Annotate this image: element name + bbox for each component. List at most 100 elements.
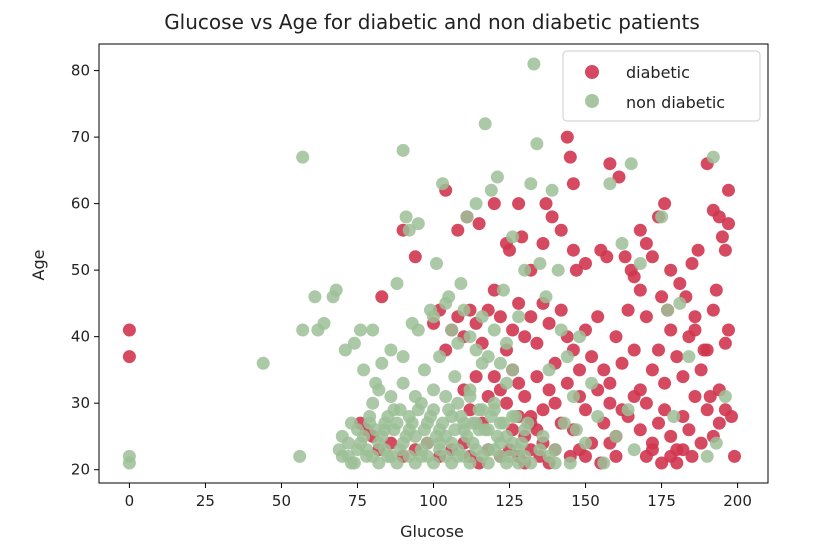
data-point-diabetic xyxy=(709,283,723,297)
data-point-non-diabetic xyxy=(411,403,425,417)
data-point-non-diabetic xyxy=(527,57,541,71)
data-point-non-diabetic xyxy=(439,296,453,310)
x-axis-label: Glucose xyxy=(400,522,464,541)
data-point-diabetic xyxy=(554,303,568,317)
plot-points xyxy=(122,57,741,470)
data-point-diabetic xyxy=(685,257,699,270)
data-point-non-diabetic xyxy=(433,350,447,364)
data-point-non-diabetic xyxy=(390,456,404,470)
data-point-diabetic xyxy=(688,323,702,337)
data-point-non-diabetic xyxy=(487,396,501,410)
data-point-non-diabetic xyxy=(524,177,538,191)
data-point-non-diabetic xyxy=(296,323,310,337)
x-tick-label: 200 xyxy=(723,492,752,510)
data-point-non-diabetic xyxy=(700,449,714,463)
data-point-non-diabetic xyxy=(496,416,510,430)
data-point-diabetic xyxy=(530,336,544,350)
data-point-non-diabetic xyxy=(478,117,492,131)
data-point-diabetic xyxy=(722,323,735,337)
data-point-non-diabetic xyxy=(579,436,592,450)
data-point-diabetic xyxy=(539,197,553,211)
data-point-non-diabetic xyxy=(344,456,358,470)
data-point-non-diabetic xyxy=(372,383,386,397)
data-point-diabetic xyxy=(122,323,136,337)
data-point-non-diabetic xyxy=(661,303,675,317)
data-point-diabetic xyxy=(122,350,136,364)
data-point-non-diabetic xyxy=(411,323,425,337)
y-tick-label: 60 xyxy=(71,195,90,213)
data-point-diabetic xyxy=(658,376,672,390)
data-point-diabetic xyxy=(472,217,486,231)
data-point-non-diabetic xyxy=(448,423,462,437)
data-point-diabetic xyxy=(500,396,513,410)
data-point-non-diabetic xyxy=(405,416,419,430)
data-point-diabetic xyxy=(688,310,702,324)
data-point-non-diabetic xyxy=(354,323,367,337)
data-point-diabetic xyxy=(579,257,592,270)
data-point-diabetic xyxy=(645,250,659,264)
data-point-diabetic xyxy=(621,303,635,317)
x-tick-label: 125 xyxy=(495,492,524,510)
data-point-diabetic xyxy=(524,310,538,324)
data-point-diabetic xyxy=(670,456,684,470)
legend-box xyxy=(562,50,761,122)
data-point-non-diabetic xyxy=(484,183,498,197)
data-point-diabetic xyxy=(503,243,516,257)
data-point-non-diabetic xyxy=(430,257,443,270)
data-point-non-diabetic xyxy=(427,383,440,397)
data-point-non-diabetic xyxy=(633,257,647,270)
data-point-diabetic xyxy=(463,403,477,417)
data-point-diabetic xyxy=(542,383,556,397)
data-point-diabetic xyxy=(536,237,550,250)
data-point-non-diabetic xyxy=(375,429,389,443)
data-point-diabetic xyxy=(487,283,501,297)
data-point-diabetic xyxy=(728,449,741,463)
data-point-diabetic xyxy=(664,429,678,443)
data-point-diabetic xyxy=(603,376,617,390)
data-point-diabetic xyxy=(639,396,653,410)
data-point-non-diabetic xyxy=(518,423,532,437)
data-point-non-diabetic xyxy=(560,350,574,364)
data-point-diabetic xyxy=(691,243,705,257)
data-point-diabetic xyxy=(612,170,626,184)
data-point-diabetic xyxy=(469,370,483,384)
data-point-non-diabetic xyxy=(457,303,471,317)
legend-label-diabetic: diabetic xyxy=(626,63,690,82)
data-point-diabetic xyxy=(718,336,732,350)
data-point-non-diabetic xyxy=(427,310,440,324)
data-point-non-diabetic xyxy=(500,376,513,390)
data-point-non-diabetic xyxy=(512,310,526,324)
data-point-non-diabetic xyxy=(338,343,352,357)
data-point-diabetic xyxy=(518,330,532,344)
data-point-non-diabetic xyxy=(536,429,550,443)
data-point-non-diabetic xyxy=(463,330,477,344)
data-point-diabetic xyxy=(645,443,659,457)
data-point-non-diabetic xyxy=(387,423,401,437)
data-point-non-diabetic xyxy=(551,263,565,277)
data-point-diabetic xyxy=(487,197,501,211)
data-point-non-diabetic xyxy=(390,277,404,290)
data-point-diabetic xyxy=(512,376,526,390)
data-point-diabetic xyxy=(566,243,580,257)
data-point-non-diabetic xyxy=(493,356,507,370)
data-point-diabetic xyxy=(655,290,669,304)
data-point-non-diabetic xyxy=(603,177,617,191)
data-point-non-diabetic xyxy=(487,323,501,337)
data-point-non-diabetic xyxy=(357,429,371,443)
x-tick-label: 100 xyxy=(419,492,448,510)
data-point-non-diabetic xyxy=(335,449,349,463)
data-point-diabetic xyxy=(652,343,665,357)
data-point-non-diabetic xyxy=(442,403,456,417)
data-point-non-diabetic xyxy=(500,336,513,350)
data-point-non-diabetic xyxy=(372,456,386,470)
data-point-non-diabetic xyxy=(655,210,669,224)
data-point-non-diabetic xyxy=(506,363,520,377)
data-point-non-diabetic xyxy=(597,456,611,470)
data-point-non-diabetic xyxy=(566,390,580,403)
data-point-diabetic xyxy=(627,270,641,284)
data-point-diabetic xyxy=(609,330,623,344)
data-point-diabetic xyxy=(633,223,647,237)
data-point-non-diabetic xyxy=(481,350,495,364)
data-point-non-diabetic xyxy=(393,403,407,417)
